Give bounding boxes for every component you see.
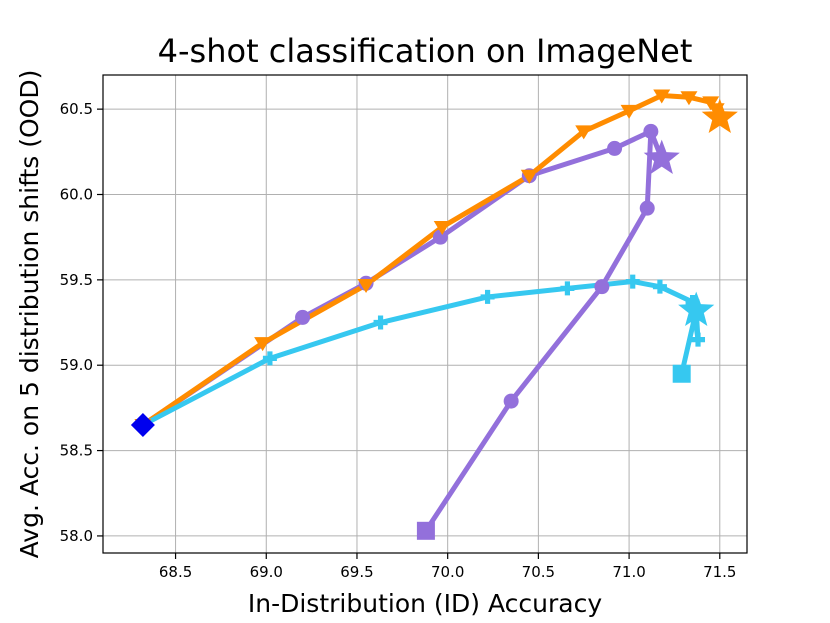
data-point bbox=[433, 220, 451, 236]
star-point bbox=[678, 291, 715, 326]
series-line bbox=[140, 92, 719, 428]
data-point bbox=[639, 200, 655, 216]
chart-title: 4-shot classification on ImageNet bbox=[158, 32, 693, 70]
diamond-point bbox=[130, 412, 155, 437]
connector-line bbox=[423, 398, 514, 534]
star-point bbox=[701, 98, 738, 134]
data-point bbox=[680, 91, 698, 106]
data-point bbox=[594, 279, 610, 295]
data-point bbox=[575, 125, 593, 140]
x-tick-label: 70.5 bbox=[522, 563, 555, 581]
data-point bbox=[560, 281, 575, 296]
marker-layer bbox=[130, 89, 738, 540]
data-point bbox=[652, 279, 667, 294]
y-tick-label: 60.5 bbox=[60, 100, 93, 118]
y-axis-label: Avg. Acc. on 5 distribution shifts (OOD) bbox=[15, 70, 44, 559]
x-tick-label: 69.5 bbox=[340, 563, 373, 581]
series-line bbox=[140, 128, 654, 428]
data-point bbox=[520, 169, 538, 184]
star-point bbox=[643, 139, 680, 175]
data-point bbox=[607, 140, 623, 156]
series-line bbox=[140, 279, 701, 428]
y-tick-label: 59.5 bbox=[60, 271, 93, 289]
data-point bbox=[625, 274, 640, 289]
y-tick-label: 59.0 bbox=[60, 356, 93, 374]
data-point bbox=[691, 332, 706, 347]
x-tick-label: 68.5 bbox=[159, 563, 192, 581]
data-point bbox=[620, 104, 638, 119]
x-tick-label: 70.0 bbox=[431, 563, 464, 581]
data-point bbox=[653, 89, 671, 104]
series-layer bbox=[140, 92, 723, 534]
data-point bbox=[373, 315, 388, 330]
y-tick-label: 58.5 bbox=[60, 442, 93, 460]
x-tick-label: 69.0 bbox=[250, 563, 283, 581]
data-point bbox=[432, 229, 448, 245]
data-point bbox=[254, 337, 272, 352]
data-point bbox=[480, 289, 495, 304]
x-tick-label: 71.5 bbox=[703, 563, 736, 581]
y-tick-label: 60.0 bbox=[60, 186, 93, 204]
axis-ticks: 68.5 69.0 69.5 70.0 70.5 71.0 71.5 58.0 58.5 59.0… bbox=[60, 100, 737, 581]
data-point bbox=[503, 393, 519, 409]
data-point bbox=[295, 309, 311, 325]
square-point bbox=[672, 364, 691, 383]
plot-frame bbox=[102, 74, 748, 554]
data-point bbox=[357, 279, 375, 294]
grid-lines bbox=[103, 75, 747, 553]
y-tick-label: 58.0 bbox=[60, 527, 93, 545]
x-axis-label: In-Distribution (ID) Accuracy bbox=[248, 589, 602, 618]
data-point bbox=[262, 351, 277, 366]
data-point bbox=[643, 123, 659, 139]
square-point bbox=[416, 521, 435, 540]
x-tick-label: 71.0 bbox=[612, 563, 645, 581]
